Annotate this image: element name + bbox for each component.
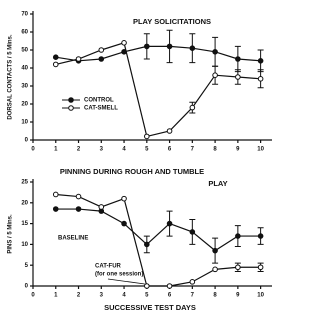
data-point [53, 192, 58, 197]
series-line [56, 46, 261, 60]
legend-label: CAT-SMELL [84, 106, 118, 112]
data-point [190, 230, 195, 235]
x-tick-label: 3 [100, 147, 104, 153]
data-point [145, 284, 150, 289]
x-tick-label: 8 [213, 293, 217, 299]
x-tick-label: 7 [191, 293, 195, 299]
x-tick-label: 2 [77, 293, 81, 299]
x-tick-label: 7 [191, 147, 195, 153]
y-tick-label: 5 [25, 263, 29, 269]
data-point [53, 207, 58, 212]
annotation: (for one session) [95, 272, 143, 278]
x-axis-label: SUCCESSIVE TEST DAYS [104, 303, 196, 312]
y-tick-label: 25 [21, 180, 28, 186]
data-point [213, 248, 218, 253]
data-point [99, 48, 104, 53]
data-point [53, 62, 58, 67]
chart-title: PLAY SOLICITATIONS [133, 17, 211, 26]
x-tick-label: 6 [168, 293, 172, 299]
y-tick-label: 40 [21, 66, 28, 72]
data-point [236, 75, 241, 80]
annotation: CAT-FUR [95, 264, 122, 270]
y-axis-label: DORSAL CONTACTS / 5 Mins. [8, 34, 14, 119]
data-point [213, 73, 218, 78]
data-point [76, 207, 81, 212]
data-point [99, 205, 104, 210]
y-tick-label: 0 [25, 284, 29, 290]
data-point [258, 265, 263, 270]
data-point [122, 196, 127, 201]
x-tick-label: 5 [145, 147, 149, 153]
y-tick-label: 0 [25, 138, 29, 144]
x-tick-label: 0 [31, 293, 35, 299]
data-point [76, 194, 81, 199]
x-tick-label: 9 [236, 147, 240, 153]
legend-marker [69, 98, 74, 103]
x-tick-label: 1 [54, 293, 58, 299]
x-tick-label: 10 [257, 293, 264, 299]
data-point [190, 280, 195, 285]
y-tick-label: 10 [21, 242, 28, 248]
x-tick-label: 9 [236, 293, 240, 299]
data-point [167, 221, 172, 226]
x-tick-label: 1 [54, 147, 58, 153]
data-point [167, 129, 172, 134]
x-tick-label: 8 [213, 147, 217, 153]
data-point [167, 44, 172, 49]
y-axis-label: PINS / 5 Mins. [8, 214, 14, 254]
y-tick-label: 15 [21, 221, 28, 227]
data-point [258, 77, 263, 82]
annotation-arrow [108, 279, 145, 284]
chart-title: PLAY [208, 179, 227, 188]
data-point [190, 46, 195, 51]
data-point [145, 134, 150, 139]
data-point [99, 57, 104, 62]
data-point [236, 234, 241, 239]
legend-marker [69, 106, 74, 111]
data-point [76, 57, 81, 62]
data-point [145, 242, 150, 247]
data-point [258, 234, 263, 239]
data-point [122, 41, 127, 46]
x-tick-label: 3 [100, 293, 104, 299]
data-point [122, 221, 127, 226]
series-line [56, 209, 261, 251]
data-point [236, 265, 241, 270]
data-point [190, 105, 195, 110]
y-tick-label: 60 [21, 30, 28, 36]
y-tick-label: 30 [21, 84, 28, 90]
y-tick-label: 10 [21, 120, 28, 126]
data-point [213, 50, 218, 55]
y-tick-label: 50 [21, 48, 28, 54]
data-point [213, 267, 218, 272]
data-point [167, 284, 172, 289]
legend-label: CONTROL [84, 98, 114, 104]
x-tick-label: 2 [77, 147, 81, 153]
annotation: BASELINE [58, 236, 88, 242]
data-point [53, 55, 58, 60]
x-tick-label: 4 [122, 147, 126, 153]
x-tick-label: 10 [257, 147, 264, 153]
data-point [145, 44, 150, 49]
y-tick-label: 20 [21, 102, 28, 108]
data-point [236, 57, 241, 62]
y-tick-label: 20 [21, 200, 28, 206]
data-point [258, 59, 263, 64]
chart-title: PINNING DURING ROUGH AND TUMBLE [60, 167, 204, 176]
x-tick-label: 0 [31, 147, 35, 153]
x-tick-label: 4 [122, 293, 126, 299]
x-tick-label: 5 [145, 293, 149, 299]
x-tick-label: 6 [168, 147, 172, 153]
y-tick-label: 70 [21, 12, 28, 18]
